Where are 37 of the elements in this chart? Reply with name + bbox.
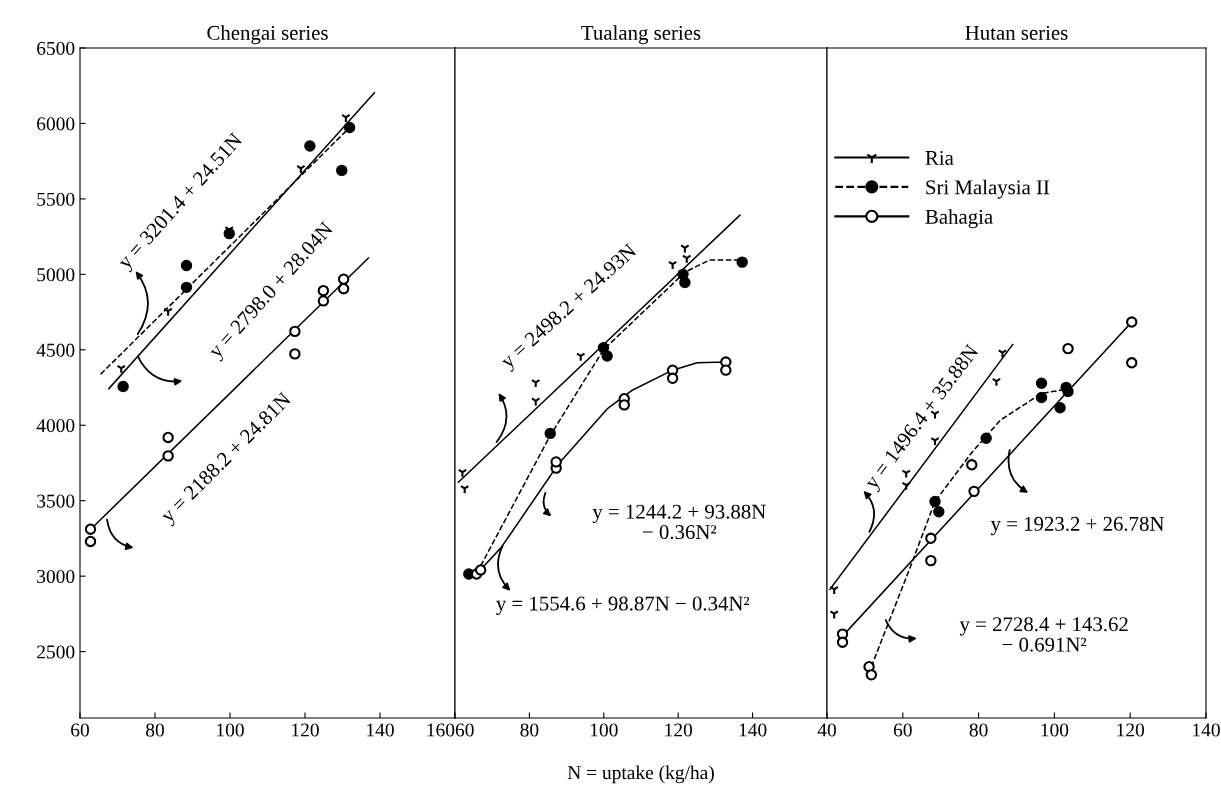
x-tick-label: 120: [1117, 723, 1145, 737]
legend-label: Bahagia: [925, 209, 993, 229]
chart-title: Hutan series: [965, 25, 1068, 40]
x-tick-label: 140: [367, 723, 394, 737]
y-tick-label: 6000: [37, 117, 75, 131]
chart-title: Chengai series: [207, 25, 328, 45]
annotation: y = 1554.6 + 98.87N − 0.34N²: [496, 596, 750, 615]
annotation: y = 2728.4 + 143.62 − 0.691N²: [959, 617, 1128, 652]
x-tick-label: 120: [292, 723, 319, 737]
x-tick-label: 100: [217, 723, 244, 737]
y-tick-label: 5500: [37, 192, 75, 206]
y-tick-label: 2500: [37, 645, 75, 659]
x-tick-label: 100: [1041, 723, 1069, 737]
y-tick-label: 4500: [36, 343, 75, 357]
x-tick-label: 100: [590, 723, 618, 737]
y-tick-label: 4000: [36, 419, 75, 433]
x-tick-label: 80: [969, 723, 988, 737]
x-tick-label: 80: [146, 723, 164, 737]
x-tick-label: 60: [455, 723, 474, 737]
x-axis-title: N = uptake (kg/ha): [567, 765, 714, 784]
chart-title: Tualang series: [581, 25, 701, 45]
legend-label: Sri Malaysia II: [926, 179, 1050, 199]
x-tick-label: 140: [739, 723, 767, 737]
y-tick-label: 3000: [37, 569, 75, 584]
x-tick-label: 60: [893, 723, 912, 737]
y-tick-label: 3500: [37, 494, 75, 508]
x-tick-label: 160: [427, 723, 455, 737]
legend-label: Ria: [925, 150, 954, 165]
y-tick-label: 5000: [37, 268, 75, 282]
x-tick-label: 40: [817, 723, 836, 737]
y-tick-label: 6500: [37, 41, 75, 55]
x-tick-label: 120: [665, 723, 693, 737]
x-tick-label: 60: [71, 723, 89, 737]
x-tick-label: 140: [1193, 723, 1220, 737]
x-tick-label: 80: [520, 723, 539, 737]
annotation: y = 1244.2 + 93.88N − 0.36N²: [592, 504, 766, 540]
annotation: y = 1923.2 + 26.78N: [990, 516, 1165, 536]
